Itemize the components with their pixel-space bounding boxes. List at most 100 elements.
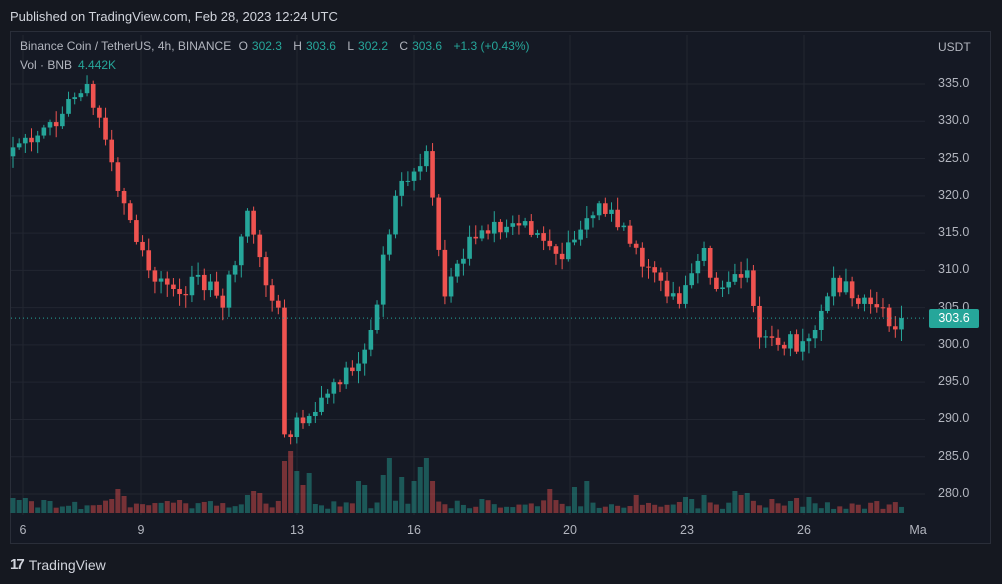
candle-body bbox=[504, 226, 509, 233]
candle-body bbox=[788, 334, 793, 349]
volume-bar bbox=[683, 497, 689, 513]
volume-bar bbox=[732, 491, 738, 513]
candle-body bbox=[10, 147, 16, 157]
y-tick-label: 300.0 bbox=[938, 336, 970, 351]
volume-bar bbox=[843, 508, 849, 513]
candle-body bbox=[849, 281, 855, 299]
candle-body bbox=[115, 162, 121, 191]
candle-body bbox=[208, 281, 213, 291]
volume-bar bbox=[454, 500, 460, 513]
volume-bar bbox=[386, 458, 392, 513]
candle-body bbox=[90, 84, 96, 108]
candle-body bbox=[35, 135, 40, 143]
candle-body bbox=[146, 250, 152, 271]
volume-bar bbox=[800, 506, 806, 513]
candle-body bbox=[454, 263, 460, 277]
candle-body bbox=[23, 137, 28, 144]
candle-body bbox=[121, 190, 127, 204]
candle-body bbox=[818, 310, 824, 330]
candle-body bbox=[837, 277, 843, 293]
candle-body bbox=[183, 294, 189, 296]
candle-body bbox=[257, 234, 263, 258]
volume-bar bbox=[787, 501, 793, 513]
high-number: 303.6 bbox=[305, 39, 336, 53]
volume-bar bbox=[195, 503, 201, 513]
candle-body bbox=[874, 304, 880, 308]
volume-bar bbox=[201, 501, 207, 513]
volume-bar bbox=[430, 481, 436, 513]
volume-bar bbox=[226, 507, 232, 513]
volume-bar bbox=[602, 506, 608, 513]
candle-body bbox=[800, 341, 806, 352]
candle-body bbox=[744, 270, 750, 278]
high-value: H 303.6 bbox=[293, 39, 340, 53]
candle-body bbox=[701, 248, 707, 261]
volume-bar bbox=[238, 504, 244, 513]
candle-body bbox=[405, 180, 411, 182]
candle-body bbox=[485, 230, 491, 234]
volume-bar bbox=[868, 502, 874, 513]
low-label: L bbox=[347, 39, 355, 53]
volume-bar bbox=[898, 506, 904, 513]
candle-body bbox=[201, 274, 207, 291]
volume-bar bbox=[522, 504, 528, 513]
volume-bar bbox=[436, 501, 442, 513]
symbol-legend[interactable]: Binance Coin / TetherUS, 4h, BINANCE O 30… bbox=[20, 39, 534, 53]
open-label: O bbox=[238, 39, 248, 53]
volume-bar bbox=[528, 503, 534, 513]
tradingview-icon: 17 bbox=[10, 556, 25, 573]
x-tick-label: 26 bbox=[797, 523, 811, 537]
candle-body bbox=[738, 274, 744, 278]
candle-body bbox=[683, 285, 688, 304]
candle-body bbox=[664, 280, 670, 297]
candle-body bbox=[448, 276, 454, 297]
volume-bar bbox=[892, 502, 898, 513]
candle-body bbox=[331, 382, 337, 394]
volume-legend[interactable]: Vol · BNB 4.442K bbox=[20, 58, 116, 72]
volume-bar bbox=[861, 508, 867, 513]
candle-body bbox=[516, 223, 522, 226]
volume-bar bbox=[726, 502, 732, 513]
candle-body bbox=[886, 307, 892, 327]
candle-body bbox=[294, 417, 300, 438]
volume-bar bbox=[356, 481, 362, 513]
candle-body bbox=[189, 276, 195, 296]
candle-body bbox=[238, 236, 244, 266]
candle-body bbox=[646, 266, 651, 268]
x-tick-label: Ma bbox=[909, 523, 927, 537]
close-number: 303.6 bbox=[412, 39, 443, 53]
candle-body bbox=[171, 284, 176, 289]
candle-body bbox=[825, 296, 830, 311]
volume-bar bbox=[646, 502, 652, 513]
candle-body bbox=[424, 151, 429, 167]
volume-bar bbox=[769, 499, 775, 513]
volume-bar bbox=[417, 467, 423, 513]
candle-body bbox=[603, 203, 608, 214]
candle-body bbox=[356, 363, 361, 372]
volume-bar bbox=[343, 502, 349, 513]
volume-bar bbox=[257, 493, 263, 513]
volume-bar bbox=[368, 508, 374, 513]
candle-body bbox=[491, 221, 497, 234]
brand-name: TradingView bbox=[28, 556, 106, 573]
candle-body bbox=[510, 223, 516, 227]
candle-body bbox=[720, 287, 725, 289]
candle-body bbox=[53, 122, 59, 127]
candle-body bbox=[547, 240, 553, 247]
y-tick-label: 330.0 bbox=[938, 113, 970, 128]
volume-bar bbox=[831, 508, 837, 513]
volume-bar bbox=[504, 506, 510, 513]
volume-bar bbox=[670, 504, 676, 513]
volume-bar bbox=[553, 500, 559, 513]
volume-bar bbox=[288, 451, 294, 513]
volume-bar bbox=[232, 506, 238, 513]
volume-bar bbox=[812, 503, 818, 513]
volume-bar bbox=[251, 491, 257, 513]
volume-bar bbox=[47, 501, 53, 513]
candle-body bbox=[325, 393, 330, 398]
tradingview-logo[interactable]: 17 TradingView bbox=[10, 556, 106, 573]
candle-body bbox=[430, 151, 435, 198]
candle-body bbox=[127, 203, 133, 221]
volume-bar bbox=[516, 504, 522, 513]
